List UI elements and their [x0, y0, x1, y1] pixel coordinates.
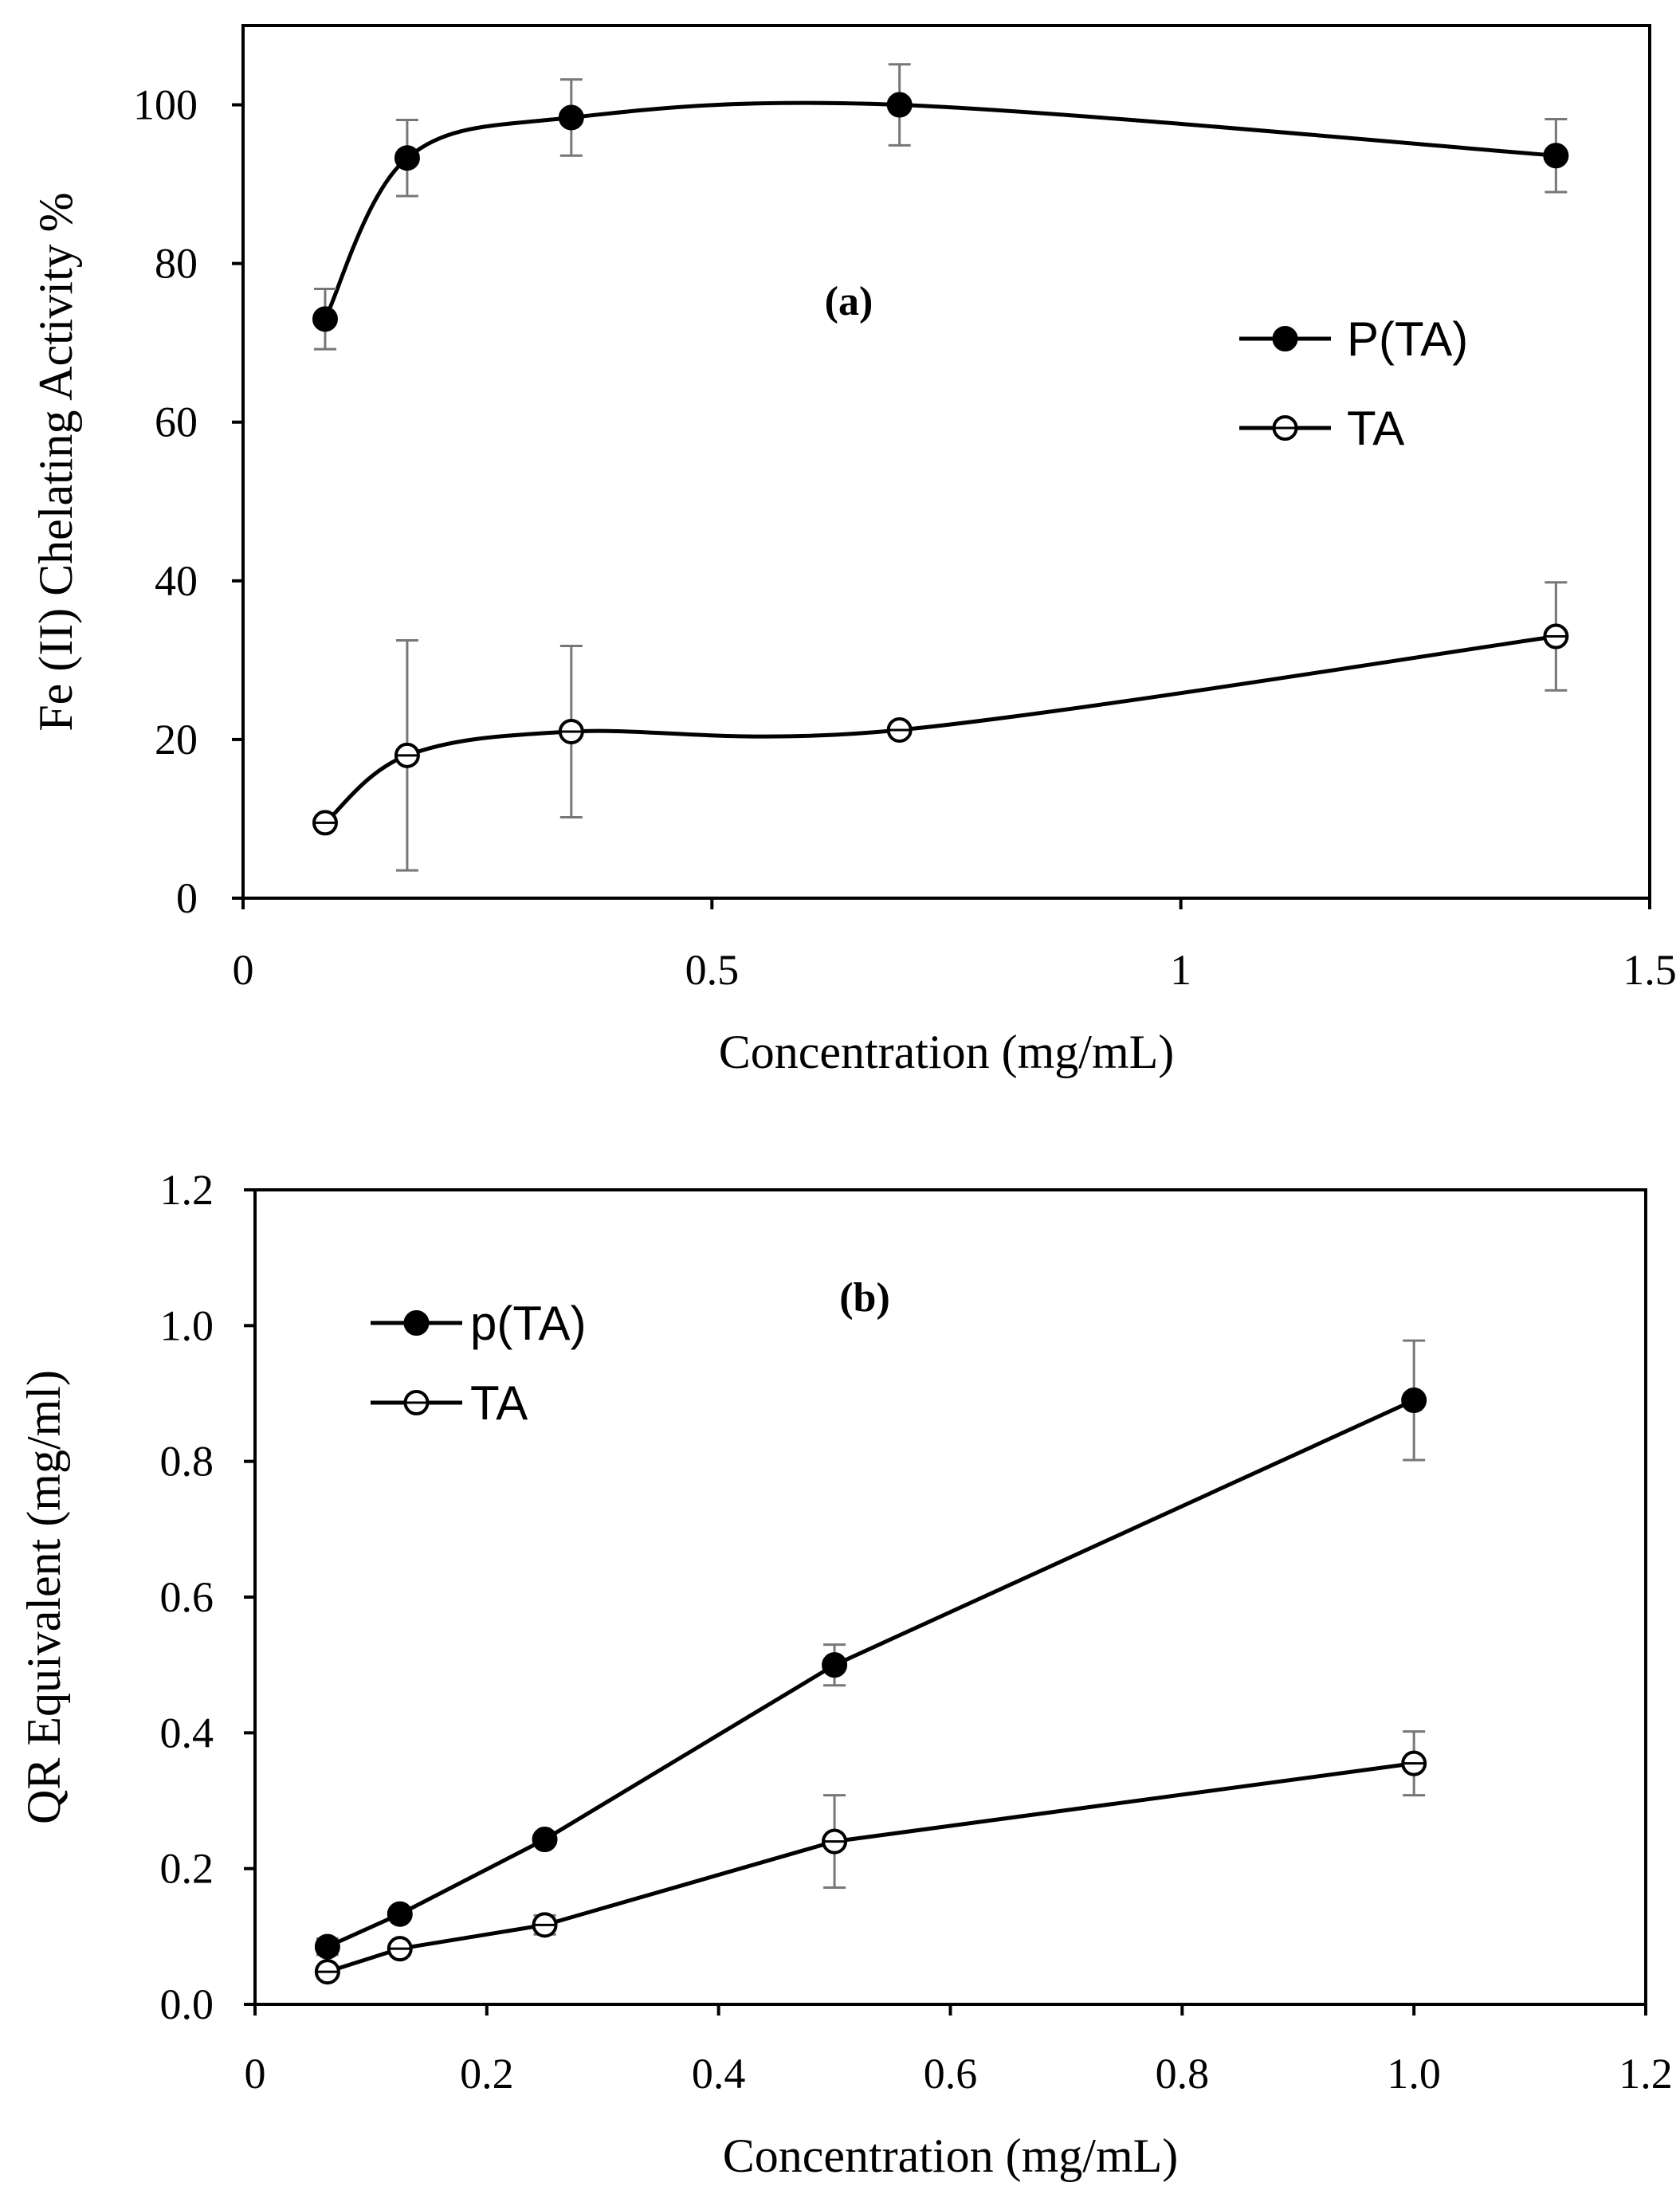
- legend-label: p(TA): [470, 1297, 587, 1350]
- y-tick-label: 1.0: [160, 1301, 214, 1349]
- legend-label: TA: [1347, 402, 1404, 455]
- x-tick-label: 1: [1170, 946, 1191, 994]
- y-axis-title: Fe (II) Chelating Activity %: [29, 192, 82, 732]
- y-tick-label: 100: [133, 81, 198, 129]
- y-tick-label: 60: [155, 398, 198, 446]
- y-tick-label: 20: [155, 716, 198, 763]
- y-tick-label: 1.2: [160, 1166, 214, 1214]
- data-point: [558, 104, 584, 131]
- series-line-pta: [323, 100, 1556, 320]
- legend-marker: [403, 1310, 430, 1336]
- data-point: [886, 92, 913, 118]
- legend-label: TA: [470, 1376, 528, 1430]
- y-tick-label: 0.0: [160, 1980, 214, 2028]
- x-tick-label: 0: [233, 946, 254, 994]
- data-point: [387, 1901, 413, 1927]
- data-point: [1543, 143, 1569, 169]
- x-axis-title: Concentration (mg/mL): [723, 2129, 1179, 2182]
- x-tick-label: 0.6: [924, 2050, 978, 2098]
- panel-label: (a): [825, 279, 873, 324]
- chart-panel-a: 0 20 40 60 80 100 0 0.5 1 1.5 Concentration (mg/mL…: [29, 24, 1677, 1078]
- legend-label: P(TA): [1347, 312, 1468, 366]
- x-tick-label: 0.4: [692, 2050, 746, 2098]
- x-tick-label: 0.5: [685, 946, 740, 994]
- data-point: [1401, 1388, 1427, 1414]
- data-point: [394, 145, 420, 171]
- chart-panel-b: 0.0 0.2 0.4 0.6 0.8 1.0 1.2 0 0.2 0.4 0.6 0.8 1.0 1.2…: [18, 1166, 1673, 2182]
- x-tick-label: 0.2: [460, 2050, 514, 2098]
- data-point: [532, 1827, 558, 1853]
- plot-frame: [241, 24, 1651, 900]
- y-tick-label: 0.2: [160, 1845, 214, 1893]
- legend-marker: [1272, 326, 1298, 351]
- y-tick-label: 0.4: [160, 1709, 214, 1756]
- data-point: [312, 306, 338, 332]
- data-point: [822, 1652, 848, 1678]
- panel-label: (b): [839, 1275, 890, 1321]
- x-tick-label: 1.2: [1619, 2050, 1673, 2098]
- y-tick-label: 0.8: [160, 1438, 214, 1486]
- x-tick-label: 0.8: [1156, 2050, 1210, 2098]
- x-axis-title: Concentration (mg/mL): [719, 1026, 1175, 1078]
- y-tick-label: 0.6: [160, 1573, 214, 1621]
- data-point: [314, 1933, 340, 1960]
- x-tick-label: 1.5: [1623, 946, 1677, 994]
- x-tick-label: 1.0: [1387, 2050, 1441, 2098]
- x-tick-label: 0: [245, 2050, 266, 2098]
- y-axis-title: QR Equivalent (mg/ml): [18, 1370, 70, 1824]
- y-tick-label: 0: [176, 874, 198, 922]
- y-tick-label: 40: [155, 557, 198, 605]
- y-tick-label: 80: [155, 240, 198, 288]
